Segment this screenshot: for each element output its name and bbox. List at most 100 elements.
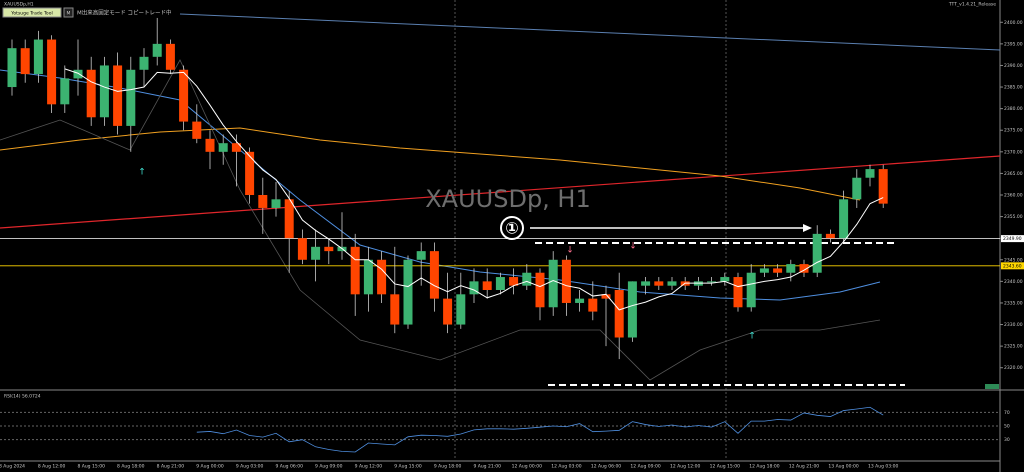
candle-body [707, 281, 717, 283]
y-tick-label: 2330.00 [1004, 322, 1023, 328]
x-tick-label: 12 Aug 09:00 [630, 464, 660, 470]
rsi-tick-label: 30 [1004, 437, 1010, 443]
x-tick-label: 12 Aug 15:00 [710, 464, 740, 470]
candle-body [403, 259, 413, 325]
version-label: TTT_v1.4.21_Release [948, 2, 996, 8]
x-tick-label: 9 Aug 21:00 [473, 464, 501, 470]
status-indicator [985, 384, 999, 389]
moving-average-long [0, 127, 861, 201]
candle-body [416, 251, 426, 260]
candle-body [667, 281, 677, 286]
candle-body [509, 277, 519, 286]
candle-body [165, 43, 175, 70]
x-tick-label: 9 Aug 12:00 [355, 464, 383, 470]
mode-button[interactable] [63, 7, 74, 18]
candle-body [535, 272, 545, 308]
y-tick-label: 2370.00 [1004, 149, 1023, 155]
y-tick-label: 2395.00 [1004, 41, 1023, 47]
moving-average-short [64, 68, 884, 311]
candle-body [20, 48, 30, 75]
candle-body [258, 195, 268, 208]
candle-body [179, 69, 189, 122]
candle-body [73, 69, 83, 79]
x-tick-label: 9 Aug 03:00 [236, 464, 264, 470]
y-tick-label: 2360.00 [1004, 193, 1023, 199]
candle-body [113, 65, 123, 126]
tool-button-label[interactable]: Yotsuge Trade Tool [10, 10, 52, 16]
channel-line [179, 13, 1001, 51]
candle-body [86, 69, 96, 118]
y-tick-label: 2390.00 [1004, 63, 1023, 69]
sell-arrow: ↓ [566, 246, 574, 256]
y-tick-label: 2365.00 [1004, 171, 1023, 177]
candle-body [33, 39, 43, 75]
candle-body [773, 268, 783, 273]
candle-body [363, 259, 373, 295]
x-tick-label: 9 Aug 18:00 [434, 464, 462, 470]
buy-arrow: ↑ [748, 332, 756, 342]
x-tick-label: 12 Aug 00:00 [512, 464, 542, 470]
candle-body [627, 281, 637, 338]
candle-body [429, 251, 439, 299]
candle-body [350, 246, 360, 295]
candle-body [311, 246, 321, 260]
candle-body [192, 121, 202, 139]
y-tick-label: 2320.00 [1004, 365, 1023, 371]
candle-body [799, 264, 809, 273]
candle-body [443, 298, 453, 325]
rsi-tick-label: 70 [1004, 410, 1010, 416]
candle-body [245, 151, 255, 195]
candle-body [297, 238, 307, 260]
candle-body [825, 233, 835, 239]
sell-arrow: ↓ [629, 242, 637, 252]
candle-body [641, 281, 651, 286]
x-tick-label: 8 Aug 2024 [0, 464, 25, 470]
candle-body [139, 56, 149, 70]
price-label-box [1001, 262, 1024, 270]
tool-button[interactable] [2, 7, 62, 18]
candle-body [99, 65, 109, 118]
x-tick-label: 9 Aug 00:00 [196, 464, 224, 470]
trend-line [0, 155, 1001, 229]
candle-body [865, 169, 875, 178]
envelope-line [0, 59, 881, 381]
candle-body [482, 281, 492, 290]
plot: 2320.00 2325.00 2330.00 2335.00 2340.00 2345.… [0, 17, 1024, 470]
candle-body [878, 169, 888, 204]
y-tick-label: 2325.00 [1004, 344, 1023, 350]
y-tick-label: 2335.00 [1004, 300, 1023, 306]
price-label: 2349.90 [1003, 236, 1022, 242]
candle-body [786, 264, 796, 273]
candle-body [126, 69, 136, 126]
candle-body [733, 277, 743, 308]
candle-body [588, 298, 598, 312]
candle-body [654, 281, 664, 286]
y-tick-label: 2355.00 [1004, 214, 1023, 220]
mode-label[interactable]: M [67, 10, 71, 16]
candle-body [205, 138, 215, 152]
x-tick-label: 12 Aug 06:00 [591, 464, 621, 470]
y-tick-label: 2385.00 [1004, 85, 1023, 91]
price-label: 2343.60 [1003, 263, 1022, 269]
buy-arrow: ↑ [138, 168, 146, 178]
chart-watermark: XAUUSDp, H1 [425, 185, 591, 213]
x-tick-label: 9 Aug 06:00 [275, 464, 303, 470]
arrow-head [803, 224, 812, 232]
x-tick-label: 12 Aug 12:00 [670, 464, 700, 470]
candle-body [548, 259, 558, 308]
y-tick-label: 2375.00 [1004, 128, 1023, 134]
x-tick-label: 13 Aug 00:00 [828, 464, 858, 470]
y-tick-label: 2380.00 [1004, 106, 1023, 112]
rsi-tick-label: 50 [1004, 424, 1010, 430]
candle-body [522, 272, 532, 286]
x-tick-label: 12 Aug 18:00 [749, 464, 779, 470]
candle-body [812, 233, 822, 273]
candle-body [7, 48, 17, 88]
y-tick-label: 2345.00 [1004, 257, 1023, 263]
moving-average-mid [0, 69, 881, 301]
status-label: M出来高固定モード コピートレード中 [77, 8, 172, 16]
x-tick-label: 8 Aug 12:00 [38, 464, 66, 470]
candle-body [47, 39, 57, 105]
